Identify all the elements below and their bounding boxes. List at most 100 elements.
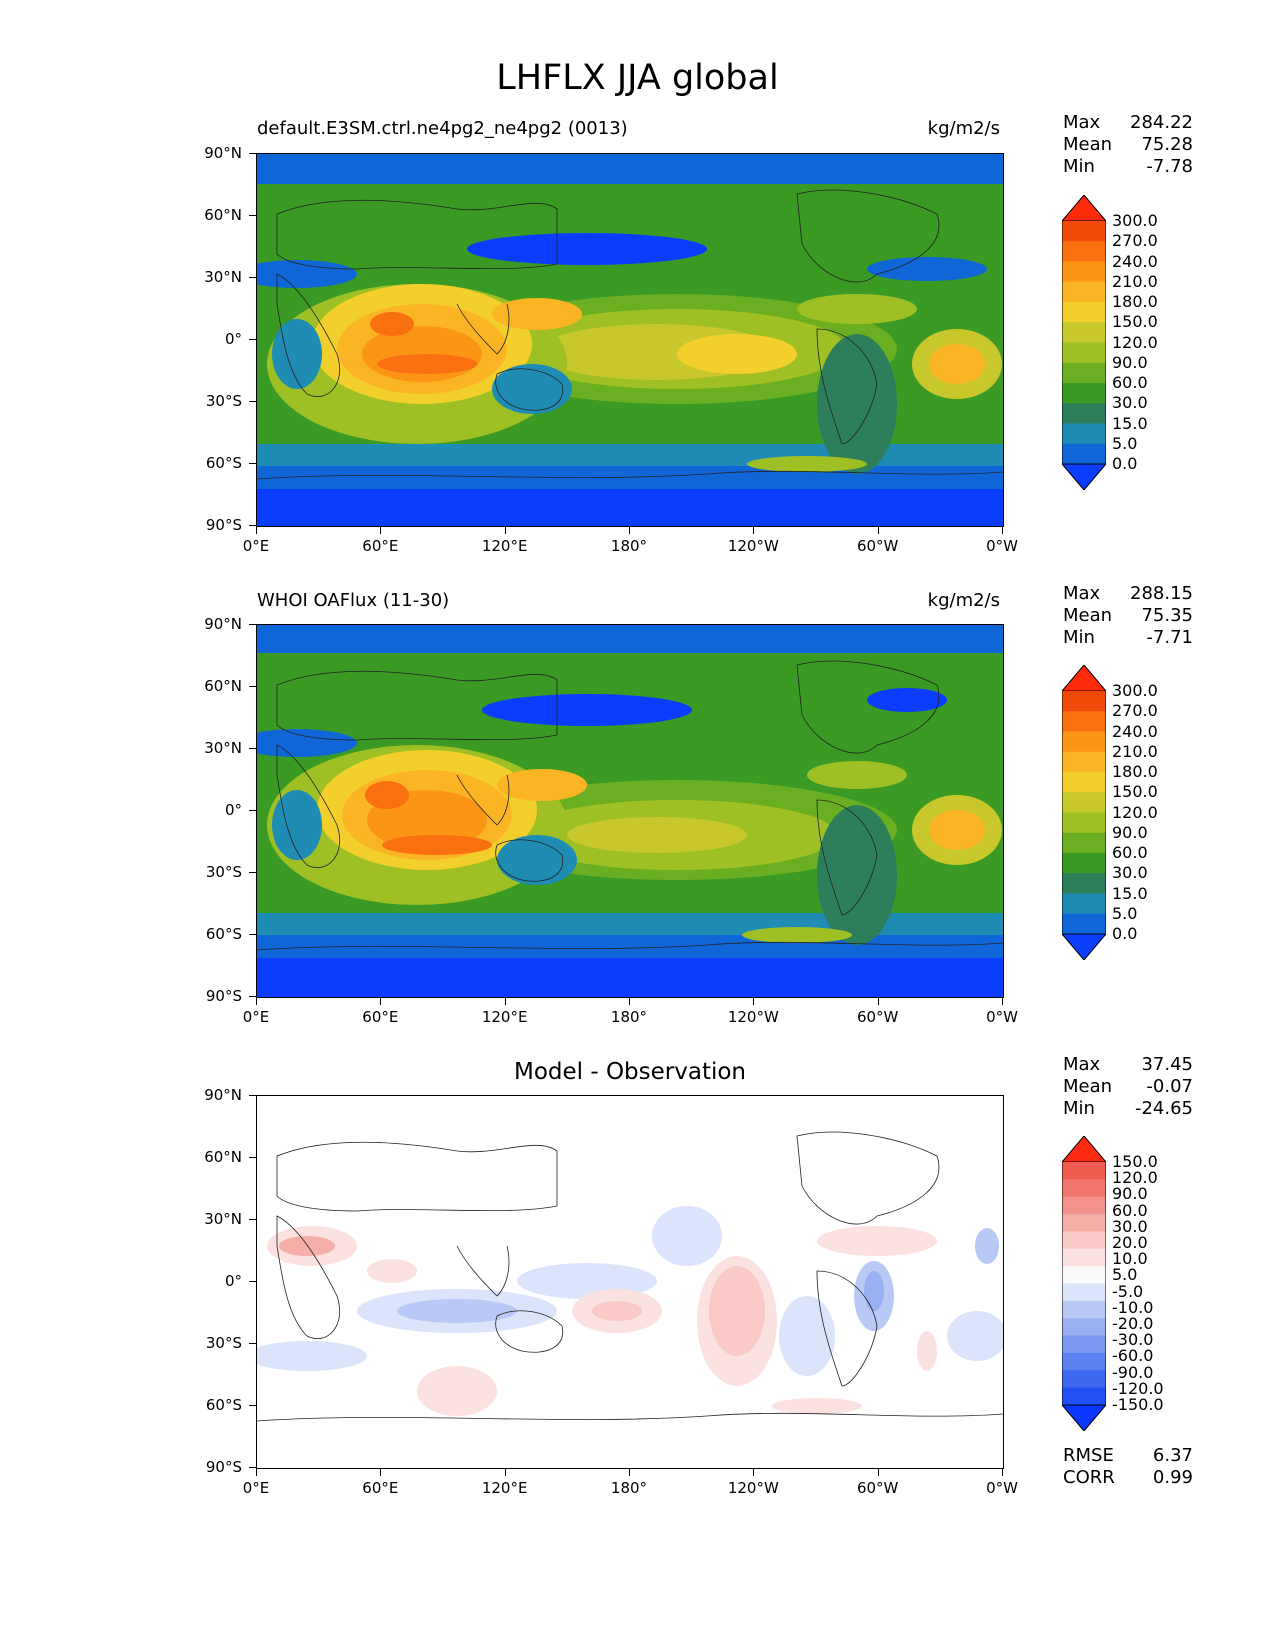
colorbar-level-label: 60.0 [1112, 843, 1148, 862]
colorbar-level-label: 15.0 [1112, 413, 1148, 433]
lat-tick-mark [249, 1281, 256, 1282]
colorbar-segment [1062, 751, 1106, 773]
colorbar-level-label: 240.0 [1112, 721, 1158, 741]
lat-tick-label: 30°S [205, 863, 242, 881]
colorbar-level-label: 20.0 [1112, 1233, 1148, 1252]
lat-tick-mark [249, 277, 256, 278]
ref-panel-units: kg/m2/s [927, 590, 1000, 611]
lat-tick-mark [249, 1405, 256, 1406]
colorbar-level-label: -90.0 [1112, 1362, 1154, 1382]
colorbar-segment [1062, 873, 1106, 894]
colorbar-segment [1062, 731, 1106, 753]
colorbar-level-label: 300.0 [1112, 211, 1158, 230]
ref-panel-title: WHOI OAFlux (11-30) [257, 590, 450, 611]
colorbar-level-label: 210.0 [1112, 741, 1158, 761]
colorbar-segment [1062, 1231, 1106, 1250]
colorbar-segment [1062, 1266, 1106, 1284]
corr-label: CORR [1063, 1467, 1115, 1488]
colorbar-level-label: 210.0 [1112, 271, 1158, 291]
colorbar-graphic [1062, 665, 1106, 960]
colorbar-level-label: 150.0 [1112, 1152, 1158, 1171]
lon-tick-label: 60°E [362, 1479, 399, 1497]
lat-tick-mark [249, 339, 256, 340]
stat-mean-label: Mean [1063, 1076, 1113, 1097]
lat-tick-label: 90°N [204, 1086, 242, 1104]
colorbar-segment [1062, 383, 1106, 404]
lat-tick-label: 90°N [204, 144, 242, 162]
colorbar-level-label: 15.0 [1112, 883, 1148, 903]
colorbar-segment [1062, 221, 1106, 242]
lat-tick-label: 30°N [204, 1210, 242, 1228]
colorbar-level-label: 60.0 [1112, 373, 1148, 392]
lon-tick-mark [256, 1469, 257, 1476]
colorbar-segment [1062, 772, 1106, 793]
lon-tick-mark [629, 1469, 630, 1476]
lon-tick-label: 120°W [727, 1008, 779, 1026]
lat-tick-label: 90°S [205, 516, 242, 534]
colorbar-level-label: 300.0 [1112, 681, 1158, 700]
lon-tick-label: 60°E [362, 537, 399, 555]
colorbar-segment [1062, 281, 1106, 303]
lat-tick-mark [249, 215, 256, 216]
stat-mean-value: 75.35 [1141, 605, 1193, 626]
colorbar-segment [1062, 1196, 1106, 1215]
test-stats: Max 284.22 Mean 75.28 Min -7.78 [1063, 112, 1193, 178]
colorbar-segment [1062, 853, 1106, 874]
colorbar-level-label: 90.0 [1112, 822, 1148, 842]
colorbar-graphic [1062, 1136, 1106, 1431]
lon-tick-label: 60°W [856, 1008, 899, 1026]
lat-tick-label: 90°S [205, 987, 242, 1005]
colorbar-level-label: 30.0 [1112, 1216, 1148, 1236]
diff-contour-field [257, 1096, 1003, 1468]
colorbar-level-label: 180.0 [1112, 292, 1158, 311]
lon-tick-mark [1002, 998, 1003, 1005]
colorbar-segment [1062, 893, 1106, 915]
colorbar-segment [1062, 322, 1106, 343]
colorbar-extend-min [1062, 1404, 1106, 1431]
colorbar-level-label: 120.0 [1112, 802, 1158, 822]
lat-tick-mark [249, 1343, 256, 1344]
lon-tick-label: 60°W [856, 537, 899, 555]
lon-tick-mark [877, 998, 879, 1005]
stat-min-label: Min [1063, 1098, 1095, 1119]
lat-tick-mark [249, 1467, 256, 1468]
diff-map [256, 1095, 1004, 1469]
ref-map [256, 624, 1004, 998]
lat-tick-label: 0° [224, 801, 242, 819]
stat-max-label: Max [1063, 1054, 1101, 1075]
colorbar-segment [1062, 832, 1106, 854]
lon-tick-mark [629, 527, 630, 534]
stat-min-label: Min [1063, 156, 1095, 177]
colorbar-graphic [1062, 195, 1106, 490]
colorbar-segment [1062, 1370, 1106, 1389]
lon-tick-mark [753, 527, 755, 534]
colorbar-level-label: 0.0 [1112, 924, 1138, 943]
colorbar-extend-max [1062, 1136, 1106, 1163]
colorbar-level-label: 60.0 [1112, 1200, 1148, 1220]
lat-tick-mark [249, 748, 256, 749]
lon-tick-mark [1002, 527, 1003, 534]
test-panel-units: kg/m2/s [927, 118, 1000, 139]
lat-tick-label: 60°S [205, 454, 242, 472]
colorbar-segment [1062, 403, 1106, 424]
lat-tick-mark [249, 525, 256, 526]
lat-tick-mark [249, 810, 256, 811]
stat-min-label: Min [1063, 627, 1095, 648]
colorbar-segment [1062, 711, 1106, 732]
colorbar-segment [1062, 1179, 1106, 1198]
test-panel-title: default.E3SM.ctrl.ne4pg2_ne4pg2 (0013) [257, 118, 628, 139]
lat-tick-label: 60°N [204, 1148, 242, 1166]
colorbar-segment [1062, 812, 1106, 834]
diff-stats: Max 37.45 Mean -0.07 Min -24.65 [1063, 1054, 1193, 1120]
stat-mean-label: Mean [1063, 605, 1113, 626]
lon-tick-mark [504, 1469, 506, 1476]
diff-panel-title: Model - Observation [513, 1059, 747, 1085]
lat-tick-mark [249, 1157, 256, 1158]
colorbar-segment [1062, 1335, 1106, 1354]
lat-tick-label: 0° [224, 330, 242, 348]
lat-tick-mark [249, 463, 256, 464]
lon-tick-label: 120°E [481, 537, 528, 555]
lon-tick-mark [256, 998, 257, 1005]
lat-tick-mark [249, 686, 256, 687]
lon-tick-mark [753, 998, 755, 1005]
